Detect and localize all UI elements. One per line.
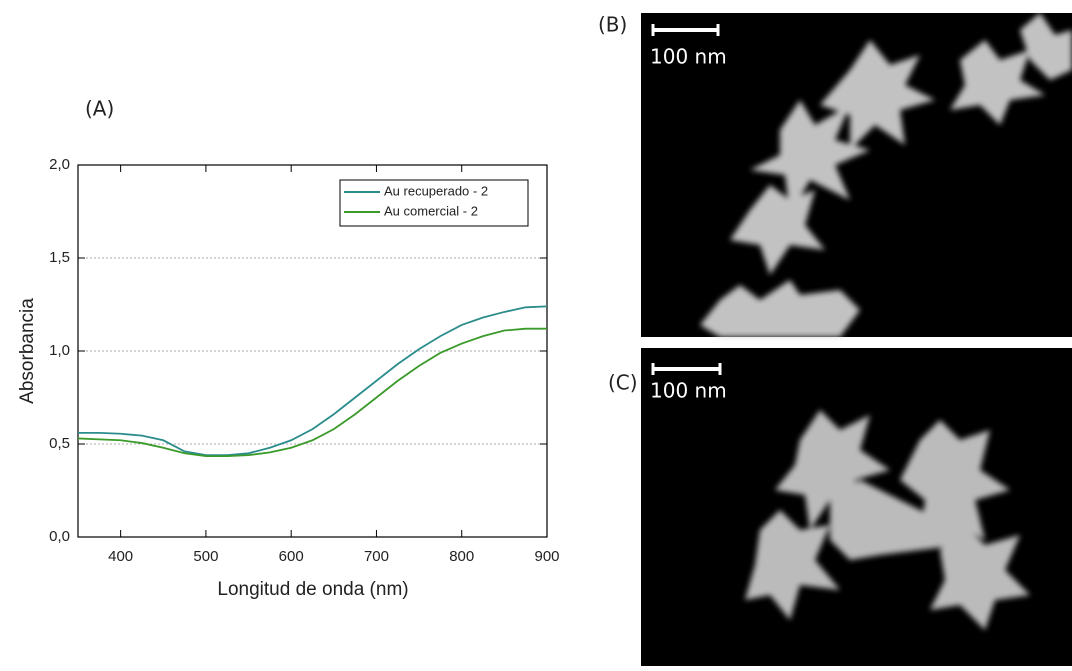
legend-label: Au recuperado - 2 [384,183,488,198]
legend-box [339,179,529,227]
series-line [78,305,548,457]
x-tick-label: 700 [364,548,389,565]
x-axis-title: Longitud de onda (nm) [217,579,408,600]
micrograph: 100 nm [641,13,1072,337]
scale-label: 100 nm [650,379,727,403]
x-tick-label: 800 [449,548,474,565]
y-tick-label: 1,0 [49,342,70,359]
scale-label: 100 nm [650,45,727,69]
y-tick-label: 0,0 [49,528,70,545]
y-axis-title: Absorbancia [17,298,38,404]
series-line [77,327,547,457]
legend-label: Au comercial - 2 [384,203,478,218]
y-tick-label: 2,0 [49,156,70,173]
micrograph: 100 nm [641,348,1072,666]
panel-label: (B) [598,13,627,37]
panel-label: (A) [85,97,114,121]
y-tick-label: 0,5 [49,435,70,452]
panel-label: (C) [608,371,638,395]
x-tick-label: 400 [108,548,133,565]
plot-frame [77,164,548,538]
x-tick-label: 900 [534,548,559,565]
x-tick-label: 600 [279,548,304,565]
y-tick-label: 1,5 [49,249,70,266]
x-tick-label: 500 [193,548,218,565]
